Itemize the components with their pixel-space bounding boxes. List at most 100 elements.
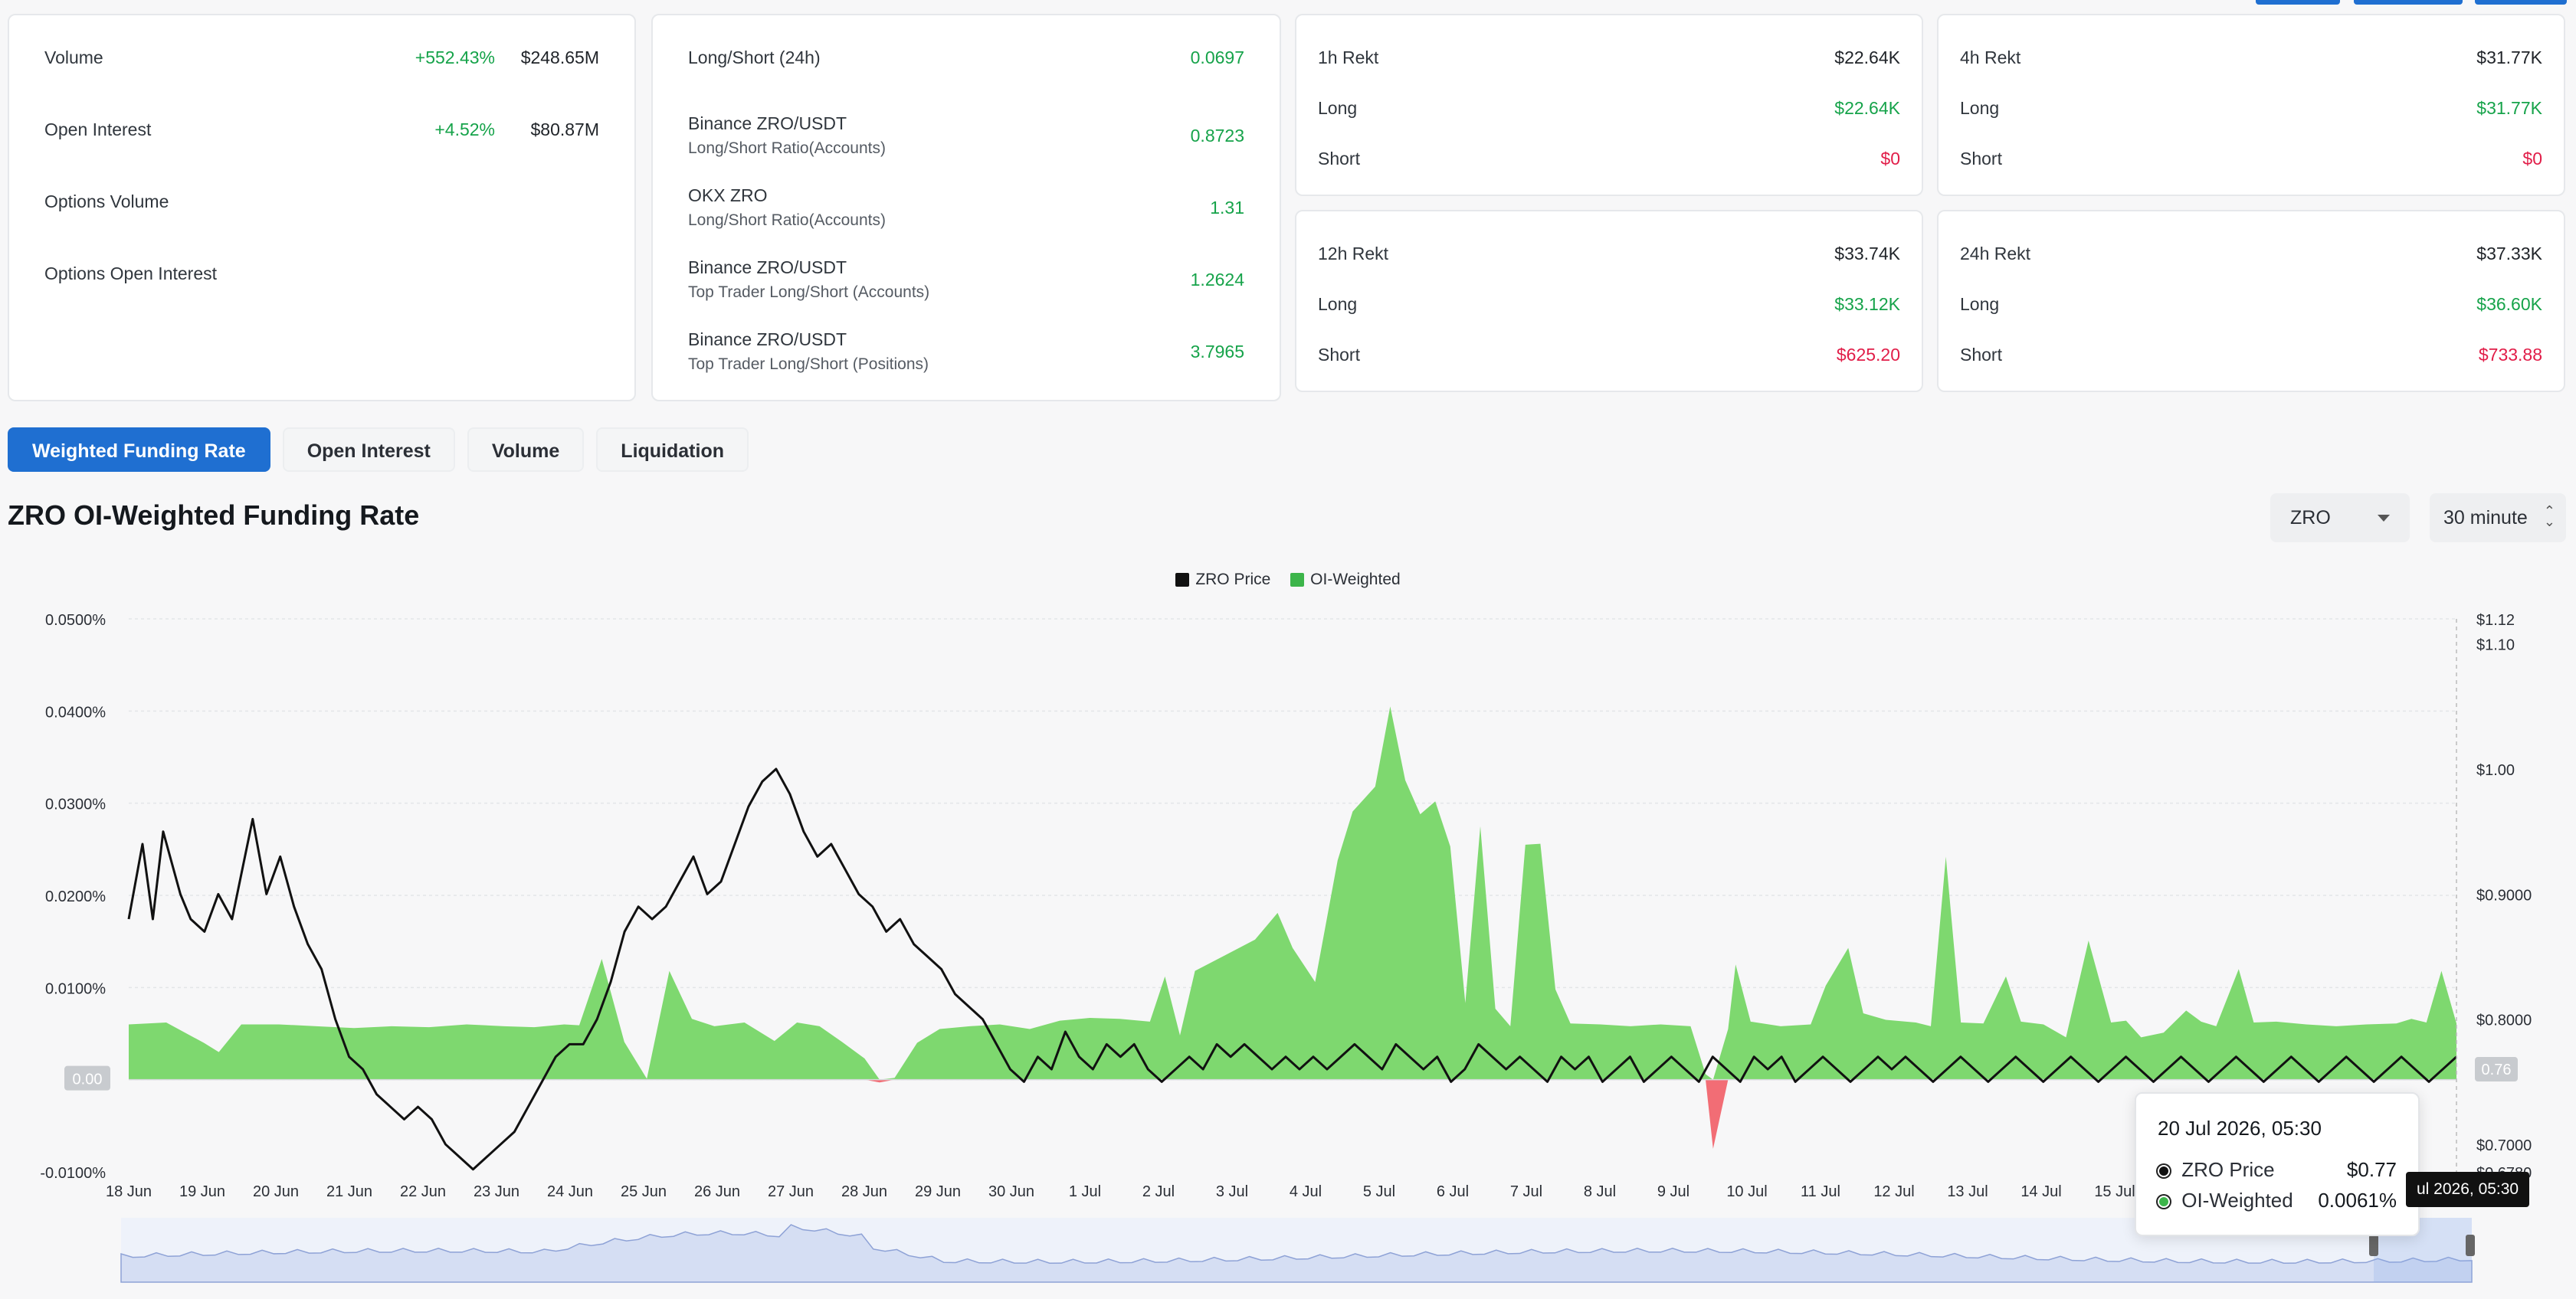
x-tick-label: 22 Jun — [400, 1183, 446, 1200]
x-tick-label: 6 Jul — [1437, 1183, 1469, 1200]
ratio-row: OKX ZRO Long/Short Ratio(Accounts) 1.31 — [653, 185, 1280, 231]
interval-select-value: 30 minute — [2443, 507, 2528, 528]
y-right-tick-label: $0.7000 — [2476, 1137, 2532, 1154]
x-tick-label: 23 Jun — [474, 1183, 519, 1200]
legend-item-funding[interactable]: OI-Weighted — [1290, 571, 1401, 589]
x-tick-label: 30 Jun — [988, 1183, 1034, 1200]
dot-icon — [2158, 1165, 2170, 1178]
dot-icon — [2158, 1196, 2170, 1209]
chart-legend: ZRO Price OI-Weighted — [0, 571, 2576, 591]
rekt-total: $33.74K — [1834, 244, 1900, 263]
coin-select[interactable]: ZRO — [2270, 493, 2410, 542]
left-axis-marker: 0.00 — [73, 1072, 103, 1088]
up-down-icon: ⌃ ⌄ — [2543, 503, 2555, 529]
ratio-value: 0.0697 — [1190, 47, 1244, 67]
y-left-tick-label: 0.0300% — [45, 797, 106, 813]
left-axis-marker-bg — [64, 1065, 110, 1091]
funding-rate-chart[interactable]: 0.0500%0.0400%0.0300%0.0200%0.0100%0%-0.… — [0, 597, 2576, 1299]
ratio-value: 0.8723 — [1190, 126, 1244, 146]
tab-open-interest[interactable]: Open Interest — [282, 427, 455, 472]
x-tick-label: 11 Jul — [1801, 1183, 1840, 1200]
x-tick-label: 24 Jun — [547, 1183, 593, 1200]
x-tick-label: 7 Jul — [1510, 1183, 1542, 1200]
rekt-long: $22.64K — [1834, 98, 1900, 118]
x-tick-label: 27 Jun — [768, 1183, 814, 1200]
rekt-card-12h: 12h Rekt $33.74K Long $33.12K Short $625… — [1295, 210, 1923, 392]
x-tick-label: 21 Jun — [326, 1183, 372, 1200]
row-change: +4.52% — [434, 119, 495, 139]
rekt-long: $33.12K — [1834, 294, 1900, 314]
legend-item-price[interactable]: ZRO Price — [1175, 571, 1270, 589]
rekt-short-label: Short — [1960, 345, 2002, 365]
x-tick-label: 28 Jun — [841, 1183, 887, 1200]
rekt-title: 12h Rekt — [1318, 244, 1389, 263]
rekt-long: $36.60K — [2476, 294, 2542, 314]
ratio-sublabel: Long/Short Ratio(Accounts) — [688, 211, 886, 229]
y-left-tick-label: 0.0100% — [45, 980, 106, 997]
rekt-long-label: Long — [1318, 294, 1358, 314]
funding-area-negative — [129, 1079, 2456, 1149]
x-tick-label: 13 Jul — [1947, 1183, 1988, 1200]
row-label: Options Open Interest — [44, 263, 218, 283]
rekt-long: $31.77K — [2476, 98, 2542, 118]
x-tick-label: 3 Jul — [1216, 1183, 1248, 1200]
tab-weighted-funding-rate[interactable]: Weighted Funding Rate — [8, 427, 270, 472]
x-tick-label: 2 Jul — [1142, 1183, 1175, 1200]
volume-row: Volume +552.43% $248.65M — [9, 47, 634, 93]
chart-title: ZRO OI-Weighted Funding Rate — [8, 499, 420, 531]
coin-select-value: ZRO — [2290, 507, 2331, 528]
ratio-row: Binance ZRO/USDT Long/Short Ratio(Accoun… — [653, 113, 1280, 159]
navigator-series — [120, 1224, 2473, 1283]
y-right-tick-label: $0.8000 — [2476, 1013, 2532, 1029]
row-label: Options Volume — [44, 191, 169, 211]
rekt-short: $0 — [2522, 149, 2542, 169]
x-tick-label: 18 Jun — [106, 1183, 152, 1200]
y-left-tick-label: -0.0100% — [40, 1165, 106, 1182]
x-tick-label: 4 Jul — [1290, 1183, 1322, 1200]
rekt-long-label: Long — [1960, 98, 2000, 118]
chart-tabs: Weighted Funding Rate Open Interest Volu… — [8, 427, 749, 472]
rekt-total: $37.33K — [2476, 244, 2542, 263]
y-left-tick-label: 0.0500% — [45, 612, 106, 629]
x-tick-label: 14 Jul — [2020, 1183, 2061, 1200]
x-tick-label: 10 Jul — [1726, 1183, 1767, 1200]
rekt-total: $31.77K — [2476, 47, 2542, 67]
y-right-tick-label: $1.12 — [2476, 612, 2515, 629]
legend-swatch — [1175, 573, 1190, 587]
open-interest-row: Open Interest +4.52% $80.87M — [9, 119, 634, 165]
header-button[interactable] — [2475, 0, 2567, 5]
legend-swatch — [1290, 573, 1305, 587]
right-axis-marker: 0.76 — [2482, 1062, 2512, 1078]
ratio-label: Binance ZRO/USDT — [688, 113, 847, 133]
x-axis-hover-label: ul 2026, 05:30 — [2406, 1172, 2530, 1207]
interval-select[interactable]: 30 minute ⌃ ⌄ — [2430, 493, 2566, 542]
long-short-card: Long/Short (24h) 0.0697 Binance ZRO/USDT… — [651, 14, 1281, 401]
header-button[interactable] — [2354, 0, 2463, 5]
navigator-handle-left — [2369, 1235, 2378, 1256]
x-tick-label: 9 Jul — [1657, 1183, 1689, 1200]
rekt-short-label: Short — [1960, 149, 2002, 169]
rekt-card-24h: 24h Rekt $37.33K Long $36.60K Short $733… — [1937, 210, 2565, 392]
x-tick-label: 29 Jun — [915, 1183, 961, 1200]
rekt-title: 24h Rekt — [1960, 244, 2031, 263]
y-right-tick-label: $1.10 — [2476, 637, 2515, 654]
header-button[interactable] — [2256, 0, 2340, 5]
chevron-down-icon — [2378, 515, 2390, 522]
ratio-value: 1.2624 — [1190, 270, 1244, 290]
tab-volume[interactable]: Volume — [467, 427, 585, 472]
tooltip-rate-label: OI-Weighted — [2181, 1189, 2293, 1212]
navigator-handle-right — [2466, 1235, 2475, 1256]
options-volume-row: Options Volume — [9, 191, 634, 237]
rekt-long-label: Long — [1318, 98, 1358, 118]
x-tick-label: 1 Jul — [1069, 1183, 1101, 1200]
ratio-value: 3.7965 — [1190, 342, 1244, 362]
funding-area-positive — [129, 706, 2456, 1080]
rekt-short-label: Short — [1318, 149, 1360, 169]
tooltip-rate-row: OI-Weighted 0.0061% — [2158, 1189, 2397, 1215]
tooltip-price-label: ZRO Price — [2181, 1158, 2275, 1181]
rekt-title: 4h Rekt — [1960, 47, 2021, 67]
tab-liquidation[interactable]: Liquidation — [596, 427, 749, 472]
x-tick-label: 8 Jul — [1584, 1183, 1616, 1200]
x-tick-label: 26 Jun — [694, 1183, 740, 1200]
chart-tooltip: 20 Jul 2026, 05:30 ZRO Price $0.77 OI-We… — [2135, 1092, 2420, 1236]
